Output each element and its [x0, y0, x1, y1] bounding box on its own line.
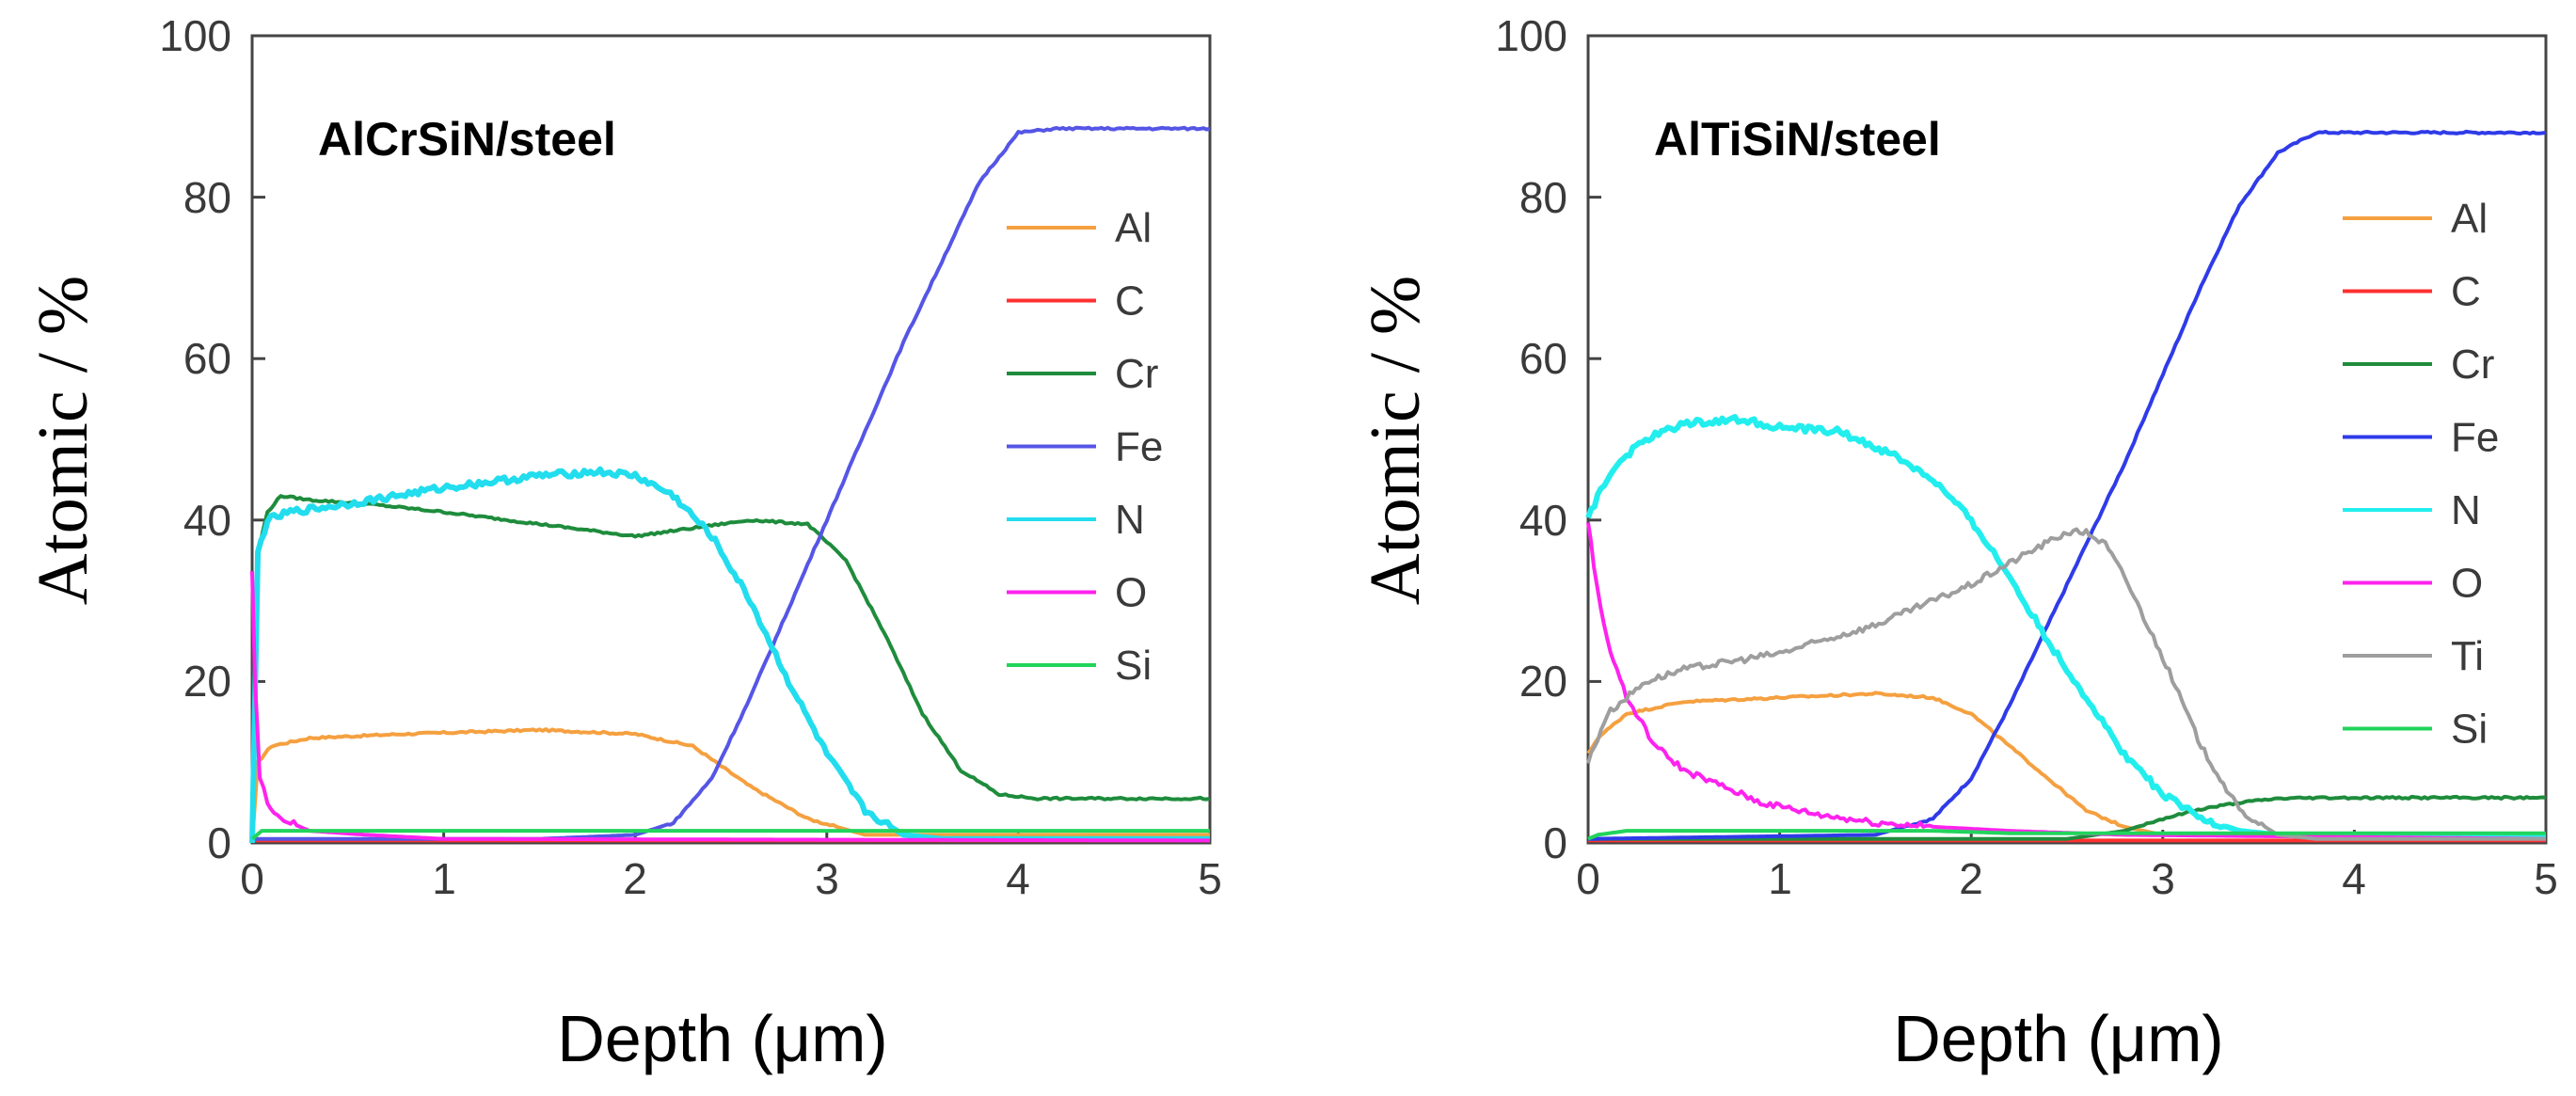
- legend-label-c: C: [2451, 269, 2481, 315]
- series-line-o: [250, 571, 1210, 843]
- chart-altisin: 0 20 40 60 80 100 0 1 2 3 4 5 AlTiSiN/st…: [1356, 11, 2558, 1075]
- xtick-label: 3: [815, 854, 839, 903]
- plot-frame: [1586, 34, 2548, 845]
- xtick-label: 2: [623, 854, 647, 903]
- legend-label-fe: Fe: [2451, 415, 2499, 461]
- series-line-n: [249, 466, 1210, 844]
- xtick-label: 3: [2151, 854, 2175, 903]
- series-line-fe: [1588, 129, 2547, 841]
- legend-label-o: O: [2451, 561, 2483, 607]
- legend-label-al: Al: [1115, 205, 1152, 251]
- ytick-label: 40: [1519, 496, 1567, 545]
- legend-label-si: Si: [1115, 643, 1152, 689]
- legend-label-si: Si: [2451, 707, 2488, 753]
- chart-alcrsin: 0 20 40 60 80 100 0 1 2 3 4 5 AlCrSiN/st…: [24, 11, 1222, 1075]
- series-line-si: [1587, 829, 2546, 841]
- x-axis-title: Depth (μm): [1893, 1002, 2224, 1075]
- series-line-cr: [250, 494, 1211, 844]
- series-line-ti: [1586, 527, 2546, 841]
- xtick-labels: 0 1 2 3 4 5: [240, 854, 1222, 903]
- series-line-cr: [1588, 794, 2547, 841]
- legend: Al C Cr Fe NO Ti Si: [2343, 196, 2499, 753]
- ytick-label: 60: [183, 334, 231, 383]
- legend-label-cr: Cr: [2451, 342, 2494, 388]
- ytick-label: 60: [1519, 334, 1567, 383]
- legend-label-o: O: [1115, 570, 1147, 616]
- legend-label-n: N: [1115, 497, 1145, 543]
- xtick-label: 4: [1006, 854, 1030, 903]
- ytick-label: 0: [1543, 818, 1567, 867]
- plot-frame: [250, 34, 1212, 845]
- legend-label-al: Al: [2451, 196, 2488, 242]
- legend-label-n: N: [2451, 487, 2481, 533]
- chart-title: AlCrSiN/steel: [318, 113, 616, 166]
- legend-label-cr: Cr: [1115, 351, 1158, 397]
- ytick-label: 20: [1519, 657, 1567, 706]
- xtick-label: 5: [2534, 854, 2558, 903]
- series-line-si: [250, 829, 1210, 841]
- ytick-labels: 0 20 40 60 80 100: [159, 11, 231, 867]
- legend: Al C Cr Fe NO Si: [1007, 205, 1163, 689]
- series-line-n: [1585, 414, 2546, 838]
- ytick-label: 20: [183, 657, 231, 706]
- xtick-label: 0: [240, 854, 264, 903]
- xtick-label: 4: [2342, 854, 2366, 903]
- ytick-label: 100: [1495, 11, 1567, 60]
- xtick-label: 5: [1198, 854, 1222, 903]
- legend-label-fe: Fe: [1115, 424, 1163, 470]
- xtick-label: 1: [1768, 854, 1792, 903]
- series-line-fe: [252, 125, 1211, 841]
- xtick-label: 1: [432, 854, 456, 903]
- series-line-o: [1586, 522, 2546, 841]
- y-axis-title: Atomic / %: [24, 276, 103, 605]
- ytick-labels: 0 20 40 60 80 100: [1495, 11, 1567, 867]
- x-axis-title: Depth (μm): [557, 1002, 888, 1075]
- legend-label-c: C: [1115, 278, 1145, 325]
- ytick-label: 0: [207, 818, 231, 867]
- series-line-al: [1586, 691, 2546, 837]
- legend-label-ti: Ti: [2451, 633, 2484, 679]
- xtick-label: 0: [1576, 854, 1600, 903]
- series-line-al: [250, 727, 1210, 844]
- xtick-labels: 0 1 2 3 4 5: [1576, 854, 2558, 903]
- ytick-label: 80: [1519, 173, 1567, 222]
- series-group: [249, 125, 1211, 844]
- chart-title: AlTiSiN/steel: [1654, 113, 1941, 166]
- ytick-label: 100: [159, 11, 231, 60]
- xtick-label: 2: [1959, 854, 1983, 903]
- ytick-label: 80: [183, 173, 231, 222]
- y-axis-title: Atomic / %: [1356, 276, 1435, 605]
- ytick-label: 40: [183, 496, 231, 545]
- series-group: [1585, 129, 2547, 843]
